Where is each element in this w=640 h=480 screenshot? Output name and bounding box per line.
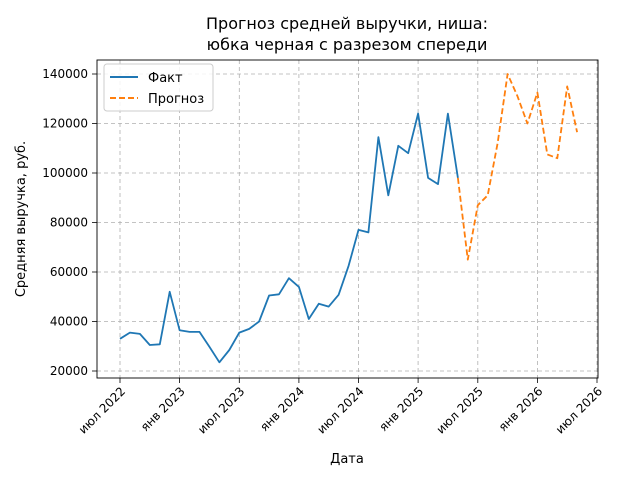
legend-label-fact: Факт <box>148 71 183 86</box>
y-tick-label: 80000 <box>50 216 88 230</box>
y-tick-label: 60000 <box>50 265 88 279</box>
legend-label-forecast: Прогноз <box>148 92 204 107</box>
y-tick-label: 100000 <box>42 166 88 180</box>
chart-title-line-2: юбка черная с разрезом спереди <box>207 35 488 54</box>
y-tick-label: 20000 <box>50 364 88 378</box>
x-axis-label: Дата <box>330 452 364 467</box>
legend: Факт Прогноз <box>103 63 214 112</box>
legend-frame <box>103 63 214 112</box>
plot-area-frame <box>96 59 599 379</box>
chart-title: Прогноз средней выручки, ниша: юбка черн… <box>206 14 488 54</box>
series-line-fact <box>119 112 459 364</box>
y-tick-label: 40000 <box>50 315 88 329</box>
series-lines <box>119 73 578 364</box>
y-tick-label: 120000 <box>42 117 88 131</box>
y-axis-label: Средняя выручка, руб. <box>14 141 29 297</box>
chart-title-line-1: Прогноз средней выручки, ниша: <box>206 14 488 33</box>
y-axis-ticks: 20000 40000 60000 80000 100000 120000 140000 <box>42 67 97 378</box>
y-tick-label: 140000 <box>42 67 88 81</box>
series-line-forecast <box>457 73 578 261</box>
